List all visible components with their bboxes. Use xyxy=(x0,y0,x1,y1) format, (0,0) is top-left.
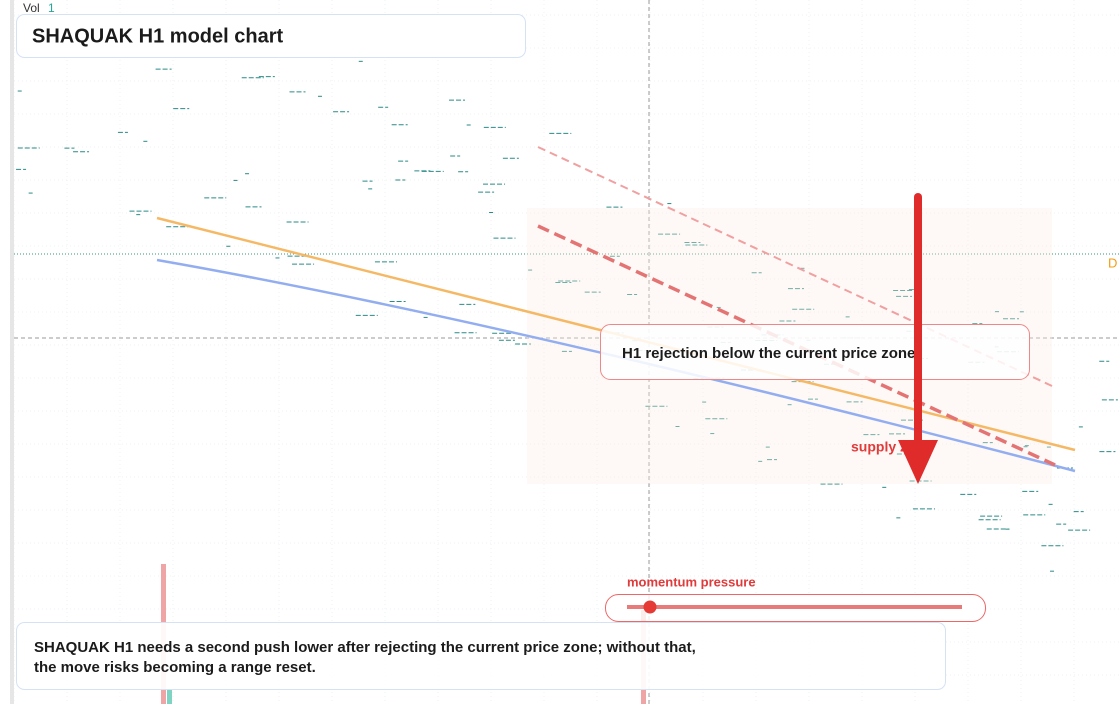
note-box xyxy=(16,622,946,690)
note-line: the move risks becoming a range reset. xyxy=(34,659,316,676)
price-tag: D xyxy=(1108,255,1117,270)
title: SHAQUAK H1 model chart xyxy=(32,25,283,47)
candles xyxy=(16,60,1118,572)
vol-value: 1 xyxy=(48,1,55,15)
meter-label: momentum pressure xyxy=(627,574,756,589)
meter-knob xyxy=(643,600,657,614)
callout-text: H1 rejection below the current price zon… xyxy=(622,345,915,362)
vol-bar xyxy=(167,690,172,704)
vol-label: Vol xyxy=(23,1,40,15)
channel-lower xyxy=(537,224,1056,467)
callout-box xyxy=(600,324,1030,380)
title-box xyxy=(16,14,526,58)
trend-blue xyxy=(156,258,1076,473)
left-edge xyxy=(10,0,14,704)
note-line: SHAQUAK H1 needs a second push lower aft… xyxy=(34,639,696,656)
arrow-head xyxy=(898,440,938,484)
